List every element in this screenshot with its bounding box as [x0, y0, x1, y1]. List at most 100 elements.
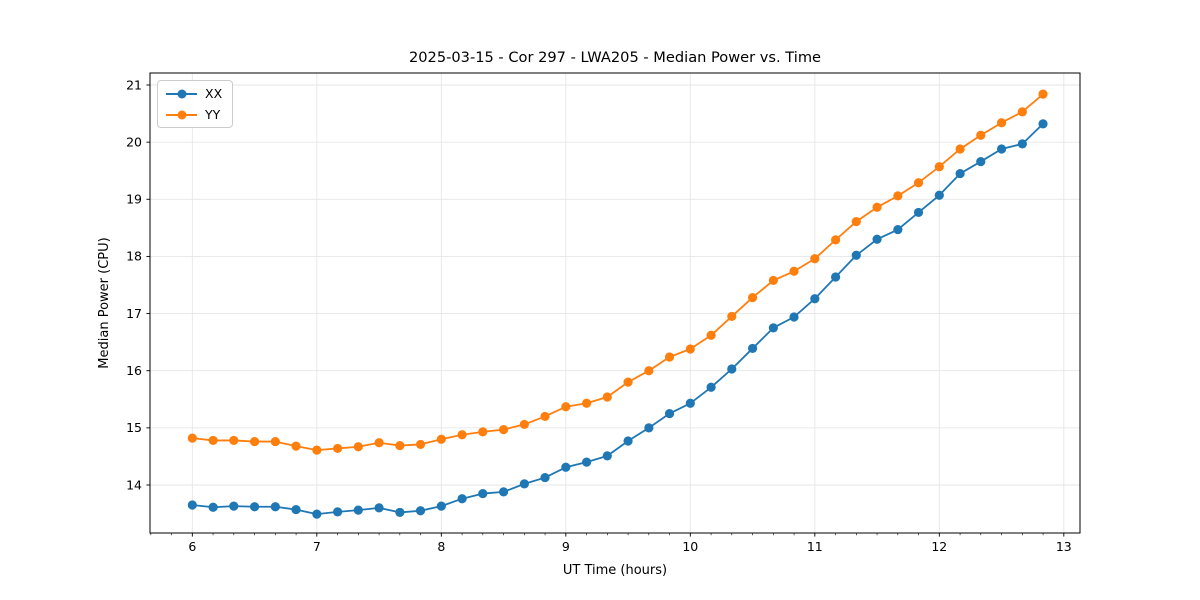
data-point — [644, 423, 654, 433]
legend-swatch-yy-dot — [177, 110, 186, 119]
data-point — [415, 439, 426, 450]
data-point — [249, 436, 260, 447]
data-point — [623, 377, 633, 387]
data-point — [374, 503, 384, 513]
data-point — [976, 130, 986, 140]
plot-frame — [149, 72, 1081, 534]
data-point — [727, 311, 737, 322]
legend-label-xx: XX — [205, 86, 223, 101]
x-tick-label: 7 — [313, 539, 321, 554]
data-point — [913, 178, 924, 188]
data-point — [872, 234, 882, 244]
data-point — [208, 502, 218, 512]
data-point — [561, 462, 571, 472]
legend-entry-xx: XX — [166, 86, 222, 101]
x-tick-label: 12 — [931, 539, 947, 554]
data-point — [519, 479, 529, 489]
data-point — [229, 501, 239, 511]
data-point — [519, 419, 529, 430]
chart-title: 2025-03-15 - Cor 297 - LWA205 - Median P… — [408, 49, 822, 66]
x-tick-label: 11 — [807, 539, 823, 554]
gridlines — [150, 73, 1080, 533]
data-point — [747, 343, 758, 354]
x-tick-label: 6 — [188, 539, 196, 554]
data-point — [664, 408, 675, 419]
data-point — [644, 366, 654, 376]
data-point — [976, 156, 986, 167]
y-tick-label: 17 — [126, 306, 142, 321]
data-point — [955, 144, 965, 154]
data-point — [291, 504, 301, 515]
data-point — [747, 292, 758, 303]
data-point — [831, 272, 841, 282]
series-yy — [187, 89, 1048, 455]
data-point — [872, 202, 882, 212]
legend-swatch-xx-line — [166, 89, 197, 98]
data-point — [706, 330, 716, 340]
legend: XX YY — [157, 80, 234, 128]
y-tick-label: 18 — [126, 249, 142, 264]
data-point — [498, 424, 509, 435]
x-tick-label: 13 — [1056, 539, 1072, 554]
y-axis-label: Median Power (CPU) — [97, 237, 112, 369]
data-point — [810, 254, 820, 264]
data-point — [498, 487, 509, 497]
data-point — [893, 191, 903, 201]
data-point — [1038, 89, 1048, 99]
x-tick-label: 10 — [682, 539, 698, 554]
data-point — [623, 436, 633, 446]
data-point — [291, 441, 301, 451]
data-point — [333, 507, 343, 517]
data-point — [934, 190, 944, 200]
legend-swatch-xx-dot — [177, 89, 186, 98]
legend-swatch-yy-line — [166, 110, 197, 119]
axis-ticks — [146, 84, 1065, 537]
data-point — [395, 440, 405, 451]
data-point — [229, 435, 239, 446]
x-axis-label: UT Time (hours) — [562, 563, 668, 578]
data-point — [187, 500, 197, 510]
data-point — [768, 275, 778, 286]
data-point — [664, 352, 675, 362]
y-tick-label: 20 — [126, 134, 142, 149]
data-point — [457, 430, 467, 440]
data-point — [685, 398, 695, 408]
data-point — [706, 382, 716, 392]
data-point — [1038, 119, 1048, 129]
data-point — [582, 398, 592, 408]
data-point — [582, 457, 592, 467]
y-tick-label: 16 — [126, 363, 142, 378]
data-point — [996, 118, 1007, 128]
data-point — [312, 509, 322, 519]
data-point — [955, 168, 965, 179]
x-tick-label: 8 — [437, 539, 445, 554]
legend-entry-yy: YY — [166, 107, 222, 122]
x-tick-label: 9 — [562, 539, 570, 554]
data-point — [1017, 107, 1027, 117]
data-point — [996, 144, 1007, 154]
data-point — [353, 442, 363, 452]
data-point — [602, 451, 612, 461]
data-point — [436, 501, 446, 511]
data-point — [1017, 139, 1027, 149]
data-point — [561, 402, 571, 412]
data-point — [478, 427, 488, 437]
data-point — [602, 392, 612, 402]
data-point — [415, 506, 426, 516]
data-point — [374, 438, 384, 448]
data-point — [395, 507, 405, 518]
data-point — [913, 207, 924, 218]
data-point — [685, 344, 695, 354]
data-point — [270, 436, 280, 447]
data-point — [457, 494, 467, 504]
data-point — [934, 162, 944, 172]
data-point — [851, 216, 861, 227]
data-point — [436, 434, 446, 444]
data-point — [333, 443, 343, 454]
data-point — [810, 294, 820, 304]
data-point — [270, 502, 280, 512]
data-point — [312, 445, 322, 455]
tick-labels: 6 7 8 9 10 11 12 13 14 15 16 17 18 19 20 21 — [126, 77, 1072, 554]
